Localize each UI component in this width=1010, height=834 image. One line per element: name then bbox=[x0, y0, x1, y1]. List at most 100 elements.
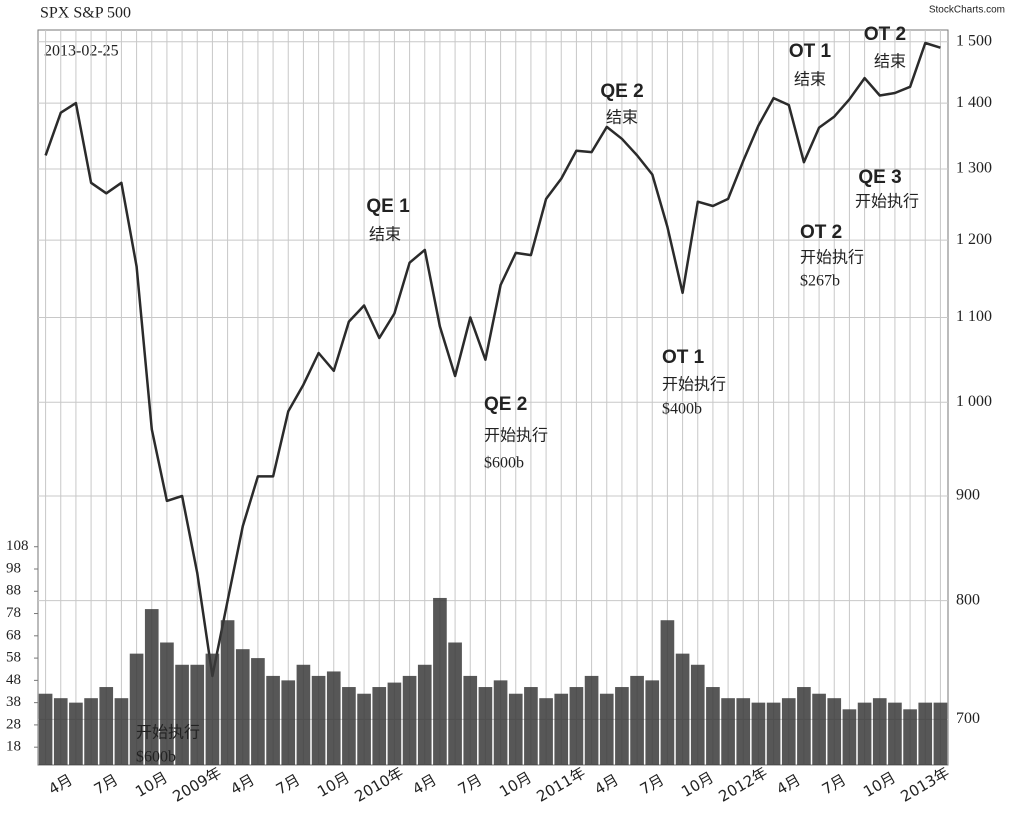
volume-bar bbox=[781, 698, 796, 765]
volume-bar bbox=[797, 687, 811, 765]
source: StockCharts.com bbox=[929, 5, 1005, 16]
volume-bar bbox=[857, 702, 872, 765]
x-tick-label: 4月 bbox=[773, 771, 803, 799]
volume-bar bbox=[630, 675, 644, 765]
annotation: 开始执行 bbox=[855, 192, 919, 211]
annotation: OT 2 bbox=[800, 222, 842, 243]
y-tick-label: 1 400 bbox=[956, 94, 992, 111]
volume-bar bbox=[615, 687, 629, 765]
x-tick-label: 4月 bbox=[409, 771, 439, 799]
annotation: OT 1 bbox=[789, 41, 832, 62]
volume-bar bbox=[842, 709, 857, 765]
volume-bar bbox=[326, 671, 341, 765]
volume-bar bbox=[918, 702, 933, 765]
y2-tick-label: 28 bbox=[6, 716, 21, 732]
price-line bbox=[44, 41, 941, 678]
x-tick-label: 2011年 bbox=[533, 763, 588, 805]
y-tick-label: 1 300 bbox=[956, 160, 992, 177]
volume-bar bbox=[599, 693, 614, 765]
annotation: $600b bbox=[136, 749, 176, 766]
volume-bar bbox=[175, 664, 189, 765]
volume-bar bbox=[888, 702, 902, 765]
volume-bar bbox=[99, 687, 114, 765]
volume-bar bbox=[766, 702, 781, 765]
volume-bar bbox=[812, 693, 826, 765]
volume-bar bbox=[690, 664, 705, 765]
volume-bar bbox=[508, 693, 523, 765]
y2-tick-label: 58 bbox=[6, 650, 21, 666]
annotation: 开始执行 bbox=[800, 248, 864, 267]
volume-bar bbox=[933, 702, 948, 765]
volume-bar bbox=[357, 693, 371, 765]
volume-bar bbox=[266, 675, 280, 765]
volume-bar bbox=[736, 698, 751, 765]
annotation: OT 1 bbox=[662, 347, 705, 368]
y-tick-label: 1 200 bbox=[956, 231, 992, 248]
volume-bar bbox=[675, 653, 690, 765]
volume-bar bbox=[251, 658, 265, 765]
y2-tick-label: 38 bbox=[6, 694, 21, 710]
x-tick-label: 10月 bbox=[860, 768, 899, 801]
volume-bar bbox=[721, 698, 735, 765]
volume-bar bbox=[235, 649, 250, 765]
x-tick-label: 7月 bbox=[819, 771, 849, 799]
annotation: $600b bbox=[484, 455, 524, 472]
annotation: 开始执行 bbox=[662, 375, 726, 394]
volume-bar bbox=[569, 687, 584, 765]
chart-subtitle: 2013-02-25 bbox=[44, 43, 119, 60]
x-tick-label: 7月 bbox=[637, 771, 667, 799]
y2-tick-label: 108 bbox=[6, 538, 29, 554]
x-tick-label: 7月 bbox=[91, 771, 121, 799]
x-tick-label: 10月 bbox=[132, 768, 171, 801]
x-tick-label: 4月 bbox=[227, 771, 257, 799]
volume-bar bbox=[281, 680, 296, 765]
volume-bar bbox=[554, 693, 569, 765]
volume-bar bbox=[827, 698, 842, 765]
plot-area bbox=[37, 29, 949, 766]
x-tick-label: 7月 bbox=[455, 771, 485, 799]
volume-bar bbox=[296, 664, 311, 765]
volume-bar bbox=[342, 687, 356, 765]
volume-bar bbox=[645, 680, 660, 765]
y-tick-label: 700 bbox=[956, 710, 980, 727]
volume-bar bbox=[448, 642, 462, 765]
volume-bar bbox=[372, 687, 387, 765]
x-tick-label: 7月 bbox=[273, 771, 303, 799]
volume-bar bbox=[129, 653, 144, 765]
x-tick-label: 10月 bbox=[678, 768, 717, 801]
annotation: 结束 bbox=[874, 52, 906, 71]
chart-title: SPX S&P 500 bbox=[40, 5, 131, 22]
volume-bar bbox=[660, 620, 675, 765]
x-tick-label: 2012年 bbox=[715, 763, 770, 805]
y2-tick-label: 18 bbox=[6, 739, 21, 755]
x-tick-label: 2010年 bbox=[351, 763, 406, 805]
annotation: $267b bbox=[800, 273, 840, 290]
y2-tick-label: 98 bbox=[6, 560, 21, 576]
annotation: 开始执行 bbox=[136, 723, 200, 742]
volume-bar bbox=[144, 609, 159, 765]
volume-bar bbox=[38, 693, 53, 765]
y2-tick-label: 48 bbox=[6, 672, 21, 688]
annotations: OT 1 结束 OT 2 结束 QE 2 结束 QE 1 结束 QE 3 开始执… bbox=[136, 24, 919, 766]
volume-bar bbox=[205, 653, 220, 765]
y-tick-label: 1 100 bbox=[956, 308, 992, 325]
annotation: QE 3 bbox=[858, 167, 901, 188]
x-tick-label: 2013年 bbox=[897, 763, 952, 805]
y2-tick-label: 88 bbox=[6, 583, 21, 599]
y2-tick-label: 68 bbox=[6, 627, 21, 643]
y-tick-label: 1 000 bbox=[956, 393, 992, 410]
y-tick-label: 1 500 bbox=[956, 32, 992, 49]
annotation: 结束 bbox=[369, 225, 401, 244]
volume-bar bbox=[903, 709, 917, 765]
volume-bar bbox=[53, 698, 68, 765]
volume-bar bbox=[402, 675, 417, 765]
annotation: OT 2 bbox=[864, 24, 906, 45]
annotation: QE 2 bbox=[600, 81, 643, 102]
volume-bar bbox=[584, 675, 599, 765]
x-tick-label: 10月 bbox=[496, 768, 535, 801]
annotation: $400b bbox=[662, 401, 702, 418]
x-tick-label: 2009年 bbox=[169, 763, 224, 805]
y-tick-label: 900 bbox=[956, 487, 980, 504]
annotation: 开始执行 bbox=[484, 426, 548, 445]
